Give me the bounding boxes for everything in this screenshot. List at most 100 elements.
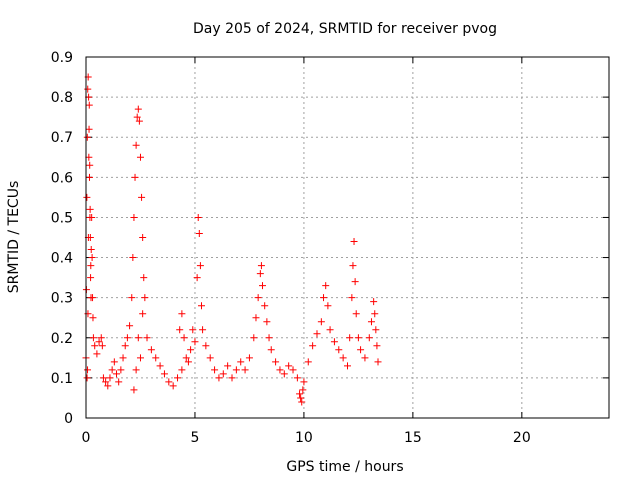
data-point bbox=[87, 246, 95, 254]
data-point bbox=[131, 173, 139, 181]
data-point bbox=[102, 378, 110, 386]
data-point bbox=[108, 366, 116, 374]
data-point bbox=[89, 314, 97, 322]
data-point bbox=[326, 326, 334, 334]
data-point bbox=[187, 346, 195, 354]
y-tick-label: 0.4 bbox=[51, 251, 73, 267]
data-point bbox=[110, 358, 118, 366]
data-point bbox=[130, 386, 138, 394]
data-point bbox=[320, 294, 328, 302]
y-tick-label: 0.2 bbox=[51, 331, 73, 347]
data-point bbox=[371, 310, 379, 318]
y-tick-label: 0.9 bbox=[51, 50, 73, 66]
x-tick-label: 20 bbox=[513, 430, 531, 446]
data-point bbox=[241, 366, 249, 374]
data-point bbox=[322, 282, 330, 290]
data-point bbox=[300, 378, 308, 386]
data-point bbox=[197, 302, 205, 310]
data-point bbox=[272, 358, 280, 366]
data-point bbox=[141, 294, 149, 302]
data-point bbox=[132, 366, 140, 374]
data-point bbox=[169, 382, 177, 390]
data-point bbox=[135, 117, 143, 125]
data-point bbox=[136, 153, 144, 161]
data-point bbox=[374, 358, 382, 366]
y-tick-label: 0.1 bbox=[51, 371, 73, 387]
data-point bbox=[134, 334, 142, 342]
data-point bbox=[298, 398, 306, 406]
data-point bbox=[126, 322, 134, 330]
data-point bbox=[365, 334, 373, 342]
data-point bbox=[182, 354, 190, 362]
x-axis-label: GPS time / hours bbox=[286, 459, 403, 475]
data-point bbox=[121, 342, 129, 350]
data-point bbox=[178, 366, 186, 374]
data-point bbox=[84, 366, 92, 374]
data-point bbox=[195, 229, 203, 237]
data-point bbox=[317, 318, 325, 326]
data-point bbox=[259, 282, 267, 290]
data-point bbox=[299, 386, 307, 394]
x-tick-label: 0 bbox=[82, 430, 91, 446]
data-point bbox=[156, 362, 164, 370]
data-point bbox=[352, 310, 360, 318]
data-point bbox=[115, 378, 123, 386]
data-point bbox=[84, 85, 92, 93]
data-point bbox=[83, 374, 91, 382]
data-point bbox=[324, 302, 332, 310]
data-point bbox=[89, 334, 97, 342]
data-point bbox=[254, 294, 262, 302]
data-point bbox=[176, 326, 184, 334]
data-point bbox=[335, 346, 343, 354]
data-point bbox=[193, 274, 201, 282]
y-tick-labels: 0 0.1 0.2 0.3 0.4 0.5 0.6 0.7 0.8 0.9 bbox=[51, 50, 73, 427]
data-point bbox=[206, 354, 214, 362]
data-point bbox=[357, 346, 365, 354]
data-point bbox=[252, 314, 260, 322]
chart-title: Day 205 of 2024, SRMTID for receiver pvo… bbox=[193, 21, 497, 37]
x-tick-label: 15 bbox=[404, 430, 422, 446]
y-tick-label: 0.8 bbox=[51, 90, 73, 106]
data-point bbox=[189, 326, 197, 334]
y-tick-label: 0.6 bbox=[51, 170, 73, 186]
data-point bbox=[348, 294, 356, 302]
data-point bbox=[265, 334, 273, 342]
data-point bbox=[215, 374, 223, 382]
data-point bbox=[276, 366, 284, 374]
data-point bbox=[174, 374, 182, 382]
data-point bbox=[350, 238, 358, 246]
data-point bbox=[88, 213, 96, 221]
data-point bbox=[95, 338, 103, 346]
data-point bbox=[83, 133, 91, 141]
data-point bbox=[304, 358, 312, 366]
data-point bbox=[138, 193, 146, 201]
y-axis-label: SRMTID / TECUs bbox=[6, 181, 22, 294]
data-point bbox=[86, 161, 94, 169]
data-point bbox=[250, 334, 258, 342]
data-point bbox=[91, 342, 99, 350]
data-point bbox=[191, 338, 199, 346]
data-point bbox=[351, 278, 359, 286]
y-tick-label: 0 bbox=[64, 411, 73, 427]
y-tick-label: 0.3 bbox=[51, 291, 73, 307]
data-point bbox=[85, 125, 93, 133]
data-point bbox=[361, 354, 369, 362]
data-point bbox=[313, 330, 321, 338]
data-point bbox=[87, 262, 95, 270]
data-points bbox=[82, 73, 382, 406]
data-point bbox=[372, 326, 380, 334]
data-point bbox=[98, 342, 106, 350]
data-point bbox=[147, 346, 155, 354]
data-point bbox=[87, 294, 95, 302]
data-point bbox=[330, 338, 338, 346]
data-point bbox=[354, 334, 362, 342]
data-point bbox=[128, 294, 136, 302]
data-point bbox=[97, 334, 105, 342]
data-point bbox=[263, 318, 271, 326]
data-point bbox=[285, 362, 293, 370]
data-point bbox=[123, 334, 131, 342]
x-tick-label: 5 bbox=[190, 430, 199, 446]
data-point bbox=[139, 310, 147, 318]
data-point bbox=[143, 334, 151, 342]
data-point bbox=[160, 370, 168, 378]
